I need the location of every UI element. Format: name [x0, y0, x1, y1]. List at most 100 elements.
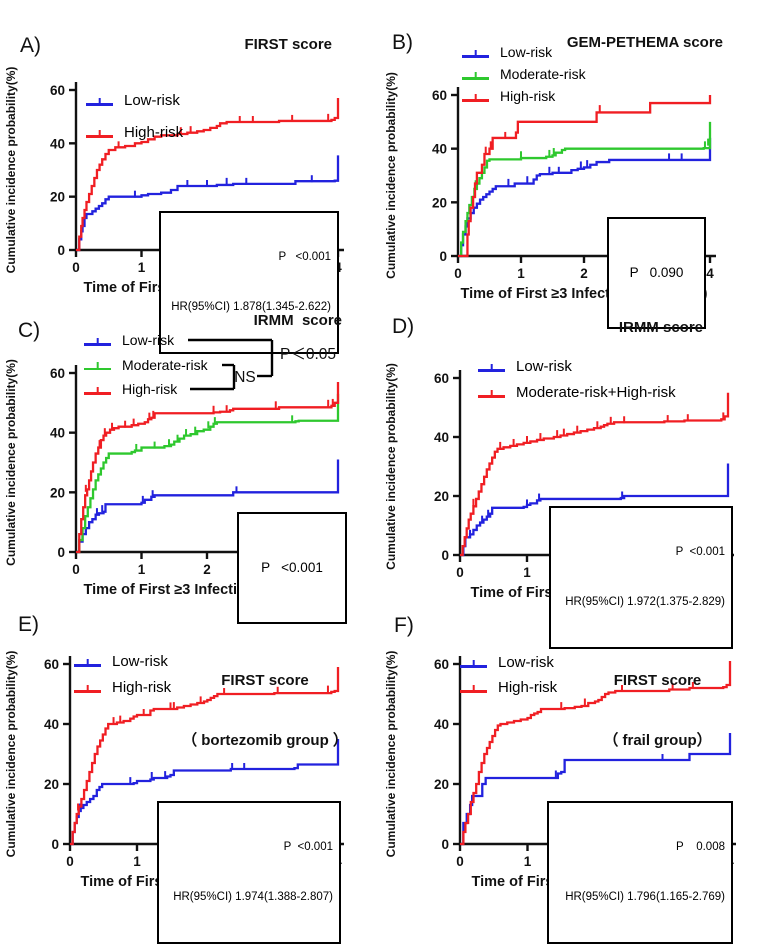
- low-risk-line-marker: [462, 47, 489, 58]
- panel-letter: D): [392, 315, 415, 338]
- high-risk-line-marker: [84, 384, 111, 395]
- svg-text:40: 40: [432, 142, 447, 157]
- svg-text:Cumulative incidence probabili: Cumulative incidence probability(%): [4, 359, 18, 566]
- legend: Low-risk High-risk: [460, 650, 557, 700]
- legend-label: Low-risk: [516, 357, 572, 375]
- panel-title-block: FIRST score （ frail group）: [565, 630, 750, 792]
- p-value: P <0.001: [261, 560, 323, 576]
- hazard-ratio: HR(95%CI) 1.972(1.375-2.829): [565, 596, 725, 609]
- legend-item-high-risk: High-risk: [74, 674, 171, 700]
- svg-text:0: 0: [441, 837, 449, 852]
- svg-text:0: 0: [441, 548, 449, 563]
- legend-label: High-risk: [498, 679, 558, 696]
- svg-text:20: 20: [432, 195, 447, 210]
- low-risk-line-marker: [74, 656, 101, 667]
- legend-item-moderate-risk: Moderate-risk: [462, 63, 586, 85]
- stats-box: P <0.001 HR(95%CI) 1.974(1.388-2.807): [157, 801, 341, 945]
- hazard-ratio: HR(95%CI) 1.974(1.388-2.807): [173, 891, 333, 904]
- legend: Low-risk Moderate-risk High-risk: [84, 328, 208, 402]
- svg-text:60: 60: [434, 657, 449, 672]
- svg-text:0: 0: [456, 565, 464, 580]
- panel-c: NS P＜0.05 020406001234Time of First ≥3 I…: [0, 307, 380, 624]
- panel-a: 020406001234Time of First ≥3 Infection（ …: [0, 0, 380, 355]
- legend-label: Moderate-risk: [500, 66, 586, 82]
- panel-letter: C): [18, 319, 41, 342]
- svg-text:Cumulative incidence probabili: Cumulative incidence probability(%): [384, 651, 398, 858]
- svg-text:0: 0: [57, 545, 65, 560]
- legend-label: Low-risk: [500, 44, 553, 60]
- p-value: P 0.008: [675, 841, 725, 854]
- low-risk-line-marker: [86, 95, 113, 106]
- svg-text:0: 0: [456, 854, 464, 869]
- svg-text:60: 60: [434, 371, 449, 386]
- legend-item-moderate-high-risk: Moderate-risk+High-risk: [478, 379, 676, 405]
- panel-subtitle: （ frail group）: [603, 732, 712, 750]
- legend-label: High-risk: [112, 678, 172, 696]
- legend-item-high-risk: High-risk: [84, 377, 208, 402]
- svg-text:40: 40: [434, 430, 449, 445]
- svg-text:0: 0: [72, 562, 80, 577]
- legend-label: High-risk: [500, 88, 556, 104]
- legend: Low-risk High-risk: [74, 648, 171, 700]
- low-risk-line-marker: [478, 361, 505, 372]
- panel-b: 020406001234Time of First ≥3 Infection（ …: [380, 0, 761, 329]
- p-less-005-label: P＜0.05: [280, 346, 336, 363]
- panel-f: 020406001234Time of First ≥3 Infection（ …: [380, 606, 761, 947]
- svg-text:60: 60: [50, 366, 65, 381]
- moderate-risk-line-marker: [462, 69, 489, 80]
- svg-text:4: 4: [706, 266, 714, 281]
- svg-text:0: 0: [51, 837, 59, 852]
- svg-text:20: 20: [44, 777, 59, 792]
- panel-title: IRMM score: [253, 312, 342, 329]
- svg-text:20: 20: [50, 485, 65, 500]
- panel-d: 020406001234Time of First ≥3 Infection（ …: [380, 307, 761, 650]
- panel-title: FIRST score: [244, 36, 332, 53]
- svg-text:20: 20: [434, 777, 449, 792]
- hazard-ratio: HR(95%CI) 1.796(1.165-2.769): [565, 891, 725, 904]
- svg-text:40: 40: [50, 426, 65, 441]
- legend-label: Moderate-risk: [122, 356, 208, 373]
- p-value: P <0.001: [675, 546, 725, 559]
- svg-text:40: 40: [434, 717, 449, 732]
- legend-label: Moderate-risk+High-risk: [516, 383, 676, 401]
- high-risk-line-marker: [462, 91, 489, 102]
- panel-title-block: FIRST score （ bortezomib group ）: [170, 630, 360, 792]
- legend-item-low-risk: Low-risk: [74, 648, 171, 674]
- high-risk-line-marker: [460, 682, 487, 693]
- svg-text:0: 0: [57, 243, 65, 258]
- svg-text:1: 1: [523, 565, 531, 580]
- hazard-ratio: HR(95%CI) 1.878(1.345-2.622): [171, 301, 331, 314]
- legend-item-low-risk: Low-risk: [462, 41, 586, 63]
- high-risk-line-marker: [86, 127, 113, 138]
- legend-item-low-risk: Low-risk: [84, 328, 208, 353]
- svg-text:1: 1: [138, 562, 146, 577]
- svg-text:Cumulative incidence probabili: Cumulative incidence probability(%): [384, 363, 398, 570]
- legend-item-high-risk: High-risk: [86, 116, 183, 148]
- stats-box: P 0.090: [607, 217, 706, 329]
- legend-item-moderate-risk: Moderate-risk: [84, 353, 208, 378]
- legend-label: Low-risk: [112, 652, 168, 670]
- svg-text:Cumulative incidence probabili: Cumulative incidence probability(%): [384, 72, 398, 279]
- legend: Low-risk Moderate-risk High-risk: [462, 41, 586, 107]
- svg-text:0: 0: [439, 249, 447, 264]
- legend-label: Low-risk: [124, 91, 180, 109]
- svg-text:20: 20: [50, 190, 65, 205]
- svg-text:40: 40: [50, 136, 65, 151]
- svg-text:0: 0: [454, 266, 462, 281]
- legend-label: Low-risk: [498, 654, 554, 671]
- svg-text:1: 1: [138, 260, 146, 275]
- legend-item-low-risk: Low-risk: [478, 353, 676, 379]
- svg-text:40: 40: [44, 717, 59, 732]
- legend-label: High-risk: [122, 381, 178, 398]
- p-value: P <0.001: [283, 841, 333, 854]
- p-value: P <0.001: [278, 251, 331, 264]
- legend: Low-risk High-risk: [86, 84, 183, 148]
- svg-text:1: 1: [133, 854, 141, 869]
- legend-label: High-risk: [124, 123, 184, 141]
- svg-text:2: 2: [203, 562, 211, 577]
- stats-box: P <0.001: [237, 512, 347, 624]
- panel-subtitle: （ bortezomib group ）: [182, 732, 348, 750]
- panel-letter: E): [18, 613, 39, 636]
- legend-item-low-risk: Low-risk: [460, 650, 557, 675]
